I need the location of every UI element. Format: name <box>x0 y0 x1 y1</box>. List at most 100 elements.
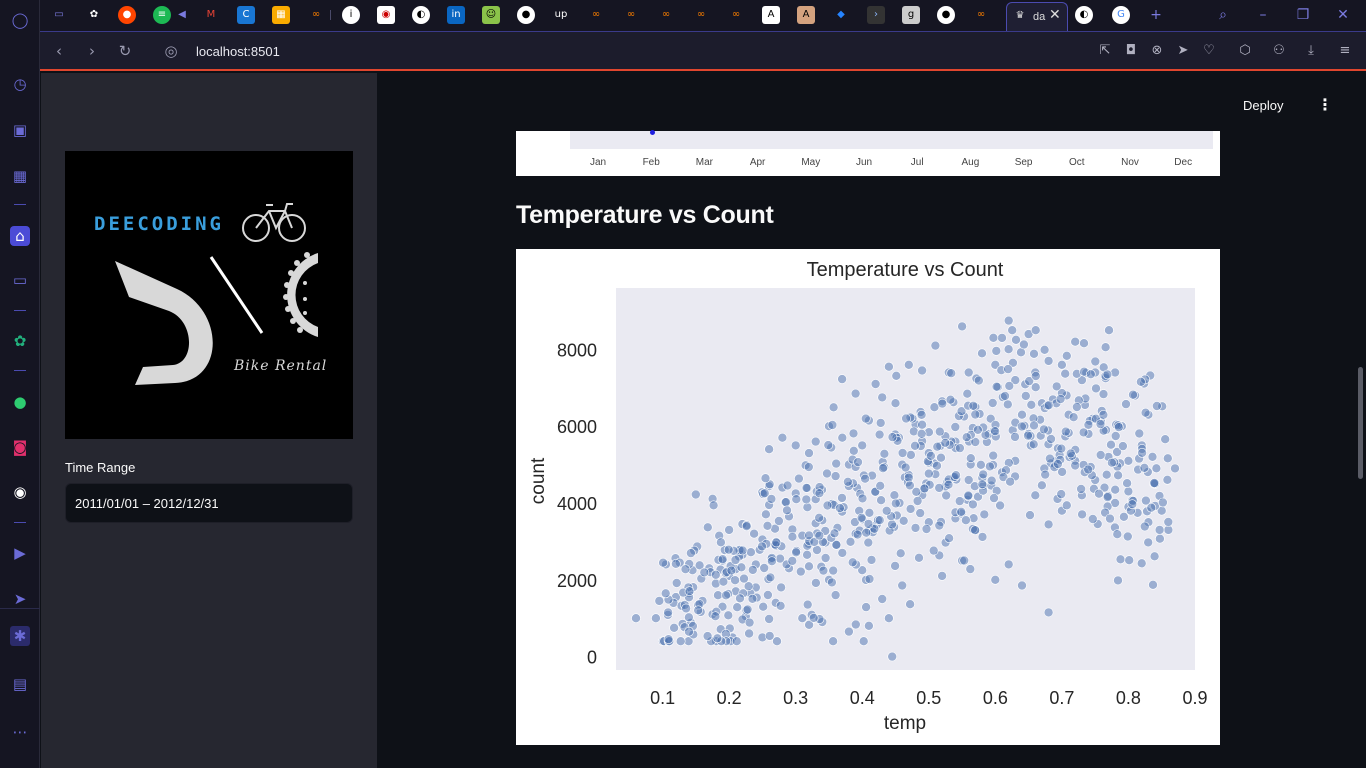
tab-reddit-icon[interactable]: ● <box>118 6 136 24</box>
tab-terminal-icon[interactable]: › <box>867 6 885 24</box>
data-point <box>860 413 871 424</box>
data-point <box>776 582 786 593</box>
data-point <box>1053 459 1063 469</box>
scatter-chart: Temperature vs Count 0 2000 4000 6000 8000 0… <box>516 249 1220 745</box>
home-icon[interactable]: ⌂ <box>10 226 30 246</box>
tab-spotify-icon[interactable]: ≡ <box>153 6 171 24</box>
easy-setup-icon[interactable]: ≡ <box>1339 43 1351 58</box>
tab-infinity-icon[interactable]: ∞ <box>976 9 986 20</box>
tab-discord-icon[interactable]: ▭ <box>54 9 64 20</box>
month-tick-label: Jan <box>589 157 607 168</box>
tab-infinity-icon[interactable]: ∞ <box>731 9 741 20</box>
cube-icon[interactable]: ⬡ <box>1239 43 1251 58</box>
tab-g-icon[interactable]: g <box>902 6 920 24</box>
tab-jira-icon[interactable]: ◆ <box>837 9 845 20</box>
data-point <box>1147 452 1158 462</box>
tab-emoji-icon[interactable]: ☺ <box>482 6 500 24</box>
tab-infinity-icon[interactable]: ∞ <box>696 9 706 20</box>
instagram-icon[interactable]: ◙ <box>12 438 28 456</box>
main-menu-icon[interactable]: ⋮ <box>1317 95 1333 114</box>
tab-globe-icon[interactable]: ◐ <box>412 6 430 24</box>
data-point <box>680 564 691 575</box>
active-tab[interactable]: ♛ da ✕ <box>1006 2 1068 31</box>
tab-info-icon[interactable]: i <box>342 6 360 24</box>
site-info-icon[interactable]: ◎ <box>164 42 178 60</box>
heart-icon[interactable]: ♡ <box>1203 43 1215 58</box>
camera-icon[interactable]: ◘ <box>1125 43 1137 58</box>
send-icon[interactable]: ➤ <box>13 590 27 608</box>
whatsapp-icon[interactable]: ● <box>13 393 27 411</box>
data-point <box>1115 554 1126 565</box>
data-point <box>830 471 841 481</box>
more-icon[interactable]: ⋯ <box>12 723 28 741</box>
data-point <box>758 601 768 612</box>
data-point <box>1137 448 1147 458</box>
data-point <box>811 578 821 588</box>
close-tab-icon[interactable]: ✕ <box>1049 7 1061 23</box>
close-window-icon[interactable]: ✕ <box>1337 7 1349 23</box>
tab-anthropic-icon[interactable]: A <box>797 6 815 24</box>
data-point <box>1143 537 1154 548</box>
scrollbar-thumb[interactable] <box>1358 367 1363 479</box>
search-tabs-icon[interactable]: ⌕ <box>1219 7 1227 23</box>
data-point <box>900 462 911 473</box>
gallery-icon[interactable]: ▤ <box>12 675 28 693</box>
tab-github-icon[interactable]: ● <box>517 6 535 24</box>
data-point <box>857 493 868 504</box>
data-point <box>858 636 869 647</box>
adblock-icon[interactable]: ⊗ <box>1151 43 1163 58</box>
extension-icon[interactable]: ✱ <box>10 626 30 646</box>
restore-icon[interactable]: ❐ <box>1296 7 1310 23</box>
url-field[interactable]: localhost:8501 <box>196 44 280 59</box>
download-icon[interactable]: ⤓ <box>1308 43 1314 58</box>
minimize-icon[interactable]: – <box>1259 7 1267 23</box>
data-point <box>764 631 775 641</box>
tab-anthropic-icon[interactable]: A <box>762 6 780 24</box>
share-icon[interactable]: ⇱ <box>1099 43 1111 58</box>
opera-logo-icon[interactable]: ◯ <box>11 11 29 29</box>
data-point <box>919 483 930 494</box>
data-point <box>1118 441 1128 451</box>
data-point <box>977 348 987 359</box>
back-icon[interactable]: ‹ <box>56 42 62 60</box>
x-tick-label: 0.7 <box>1049 688 1074 708</box>
tab-infinity-icon[interactable]: ∞ <box>661 9 671 20</box>
chip-icon[interactable]: ▦ <box>12 167 28 185</box>
tab-infinity-icon[interactable]: ∞ <box>311 9 321 20</box>
tab-gmail-icon[interactable]: M <box>206 9 216 20</box>
speed-dial-icon[interactable]: ◷ <box>13 75 27 93</box>
data-point <box>1134 428 1145 439</box>
tab-infinity-icon[interactable]: ∞ <box>591 9 601 20</box>
data-point <box>884 361 894 372</box>
tab-audio-icon[interactable]: ◀ <box>178 9 186 20</box>
chatgpt-icon[interactable]: ✿ <box>13 332 27 350</box>
tab-upwork-icon[interactable]: up <box>554 9 568 20</box>
tab-chatgpt-icon[interactable]: ✿ <box>89 9 99 20</box>
tab-globe-icon[interactable]: ◐ <box>1075 6 1093 24</box>
briefcase-icon[interactable]: ▣ <box>12 121 28 139</box>
data-point <box>1007 325 1018 335</box>
x-tick-label: 0.5 <box>916 688 941 708</box>
discord-icon[interactable]: ◉ <box>13 483 27 501</box>
tab-google-icon[interactable]: G <box>1112 6 1130 24</box>
deploy-button[interactable]: Deploy <box>1243 98 1284 113</box>
tab-colab-icon[interactable]: ▦ <box>272 6 290 24</box>
send-icon[interactable]: ➤ <box>1177 43 1189 58</box>
data-point <box>1043 400 1054 411</box>
tab-c-icon[interactable]: C <box>237 6 255 24</box>
new-tab-icon[interactable]: + <box>1150 7 1162 23</box>
tab-infinity-icon[interactable]: ∞ <box>626 9 636 20</box>
data-point <box>1045 453 1055 464</box>
player-icon[interactable]: ▶ <box>14 544 26 562</box>
profile-icon[interactable]: ⚇ <box>1273 43 1285 58</box>
data-point <box>1043 356 1054 366</box>
data-point <box>856 512 867 523</box>
forward-icon[interactable]: › <box>89 42 95 60</box>
reload-icon[interactable]: ↻ <box>118 42 132 60</box>
time-range-input[interactable]: 2011/01/01 – 2012/12/31 <box>65 483 353 523</box>
tab-linkedin-icon[interactable]: in <box>447 6 465 24</box>
tab-app-icon[interactable]: ◉ <box>377 6 395 24</box>
gamepad-icon[interactable]: ▭ <box>12 271 28 289</box>
tab-github-icon[interactable]: ● <box>937 6 955 24</box>
data-point <box>895 548 906 559</box>
